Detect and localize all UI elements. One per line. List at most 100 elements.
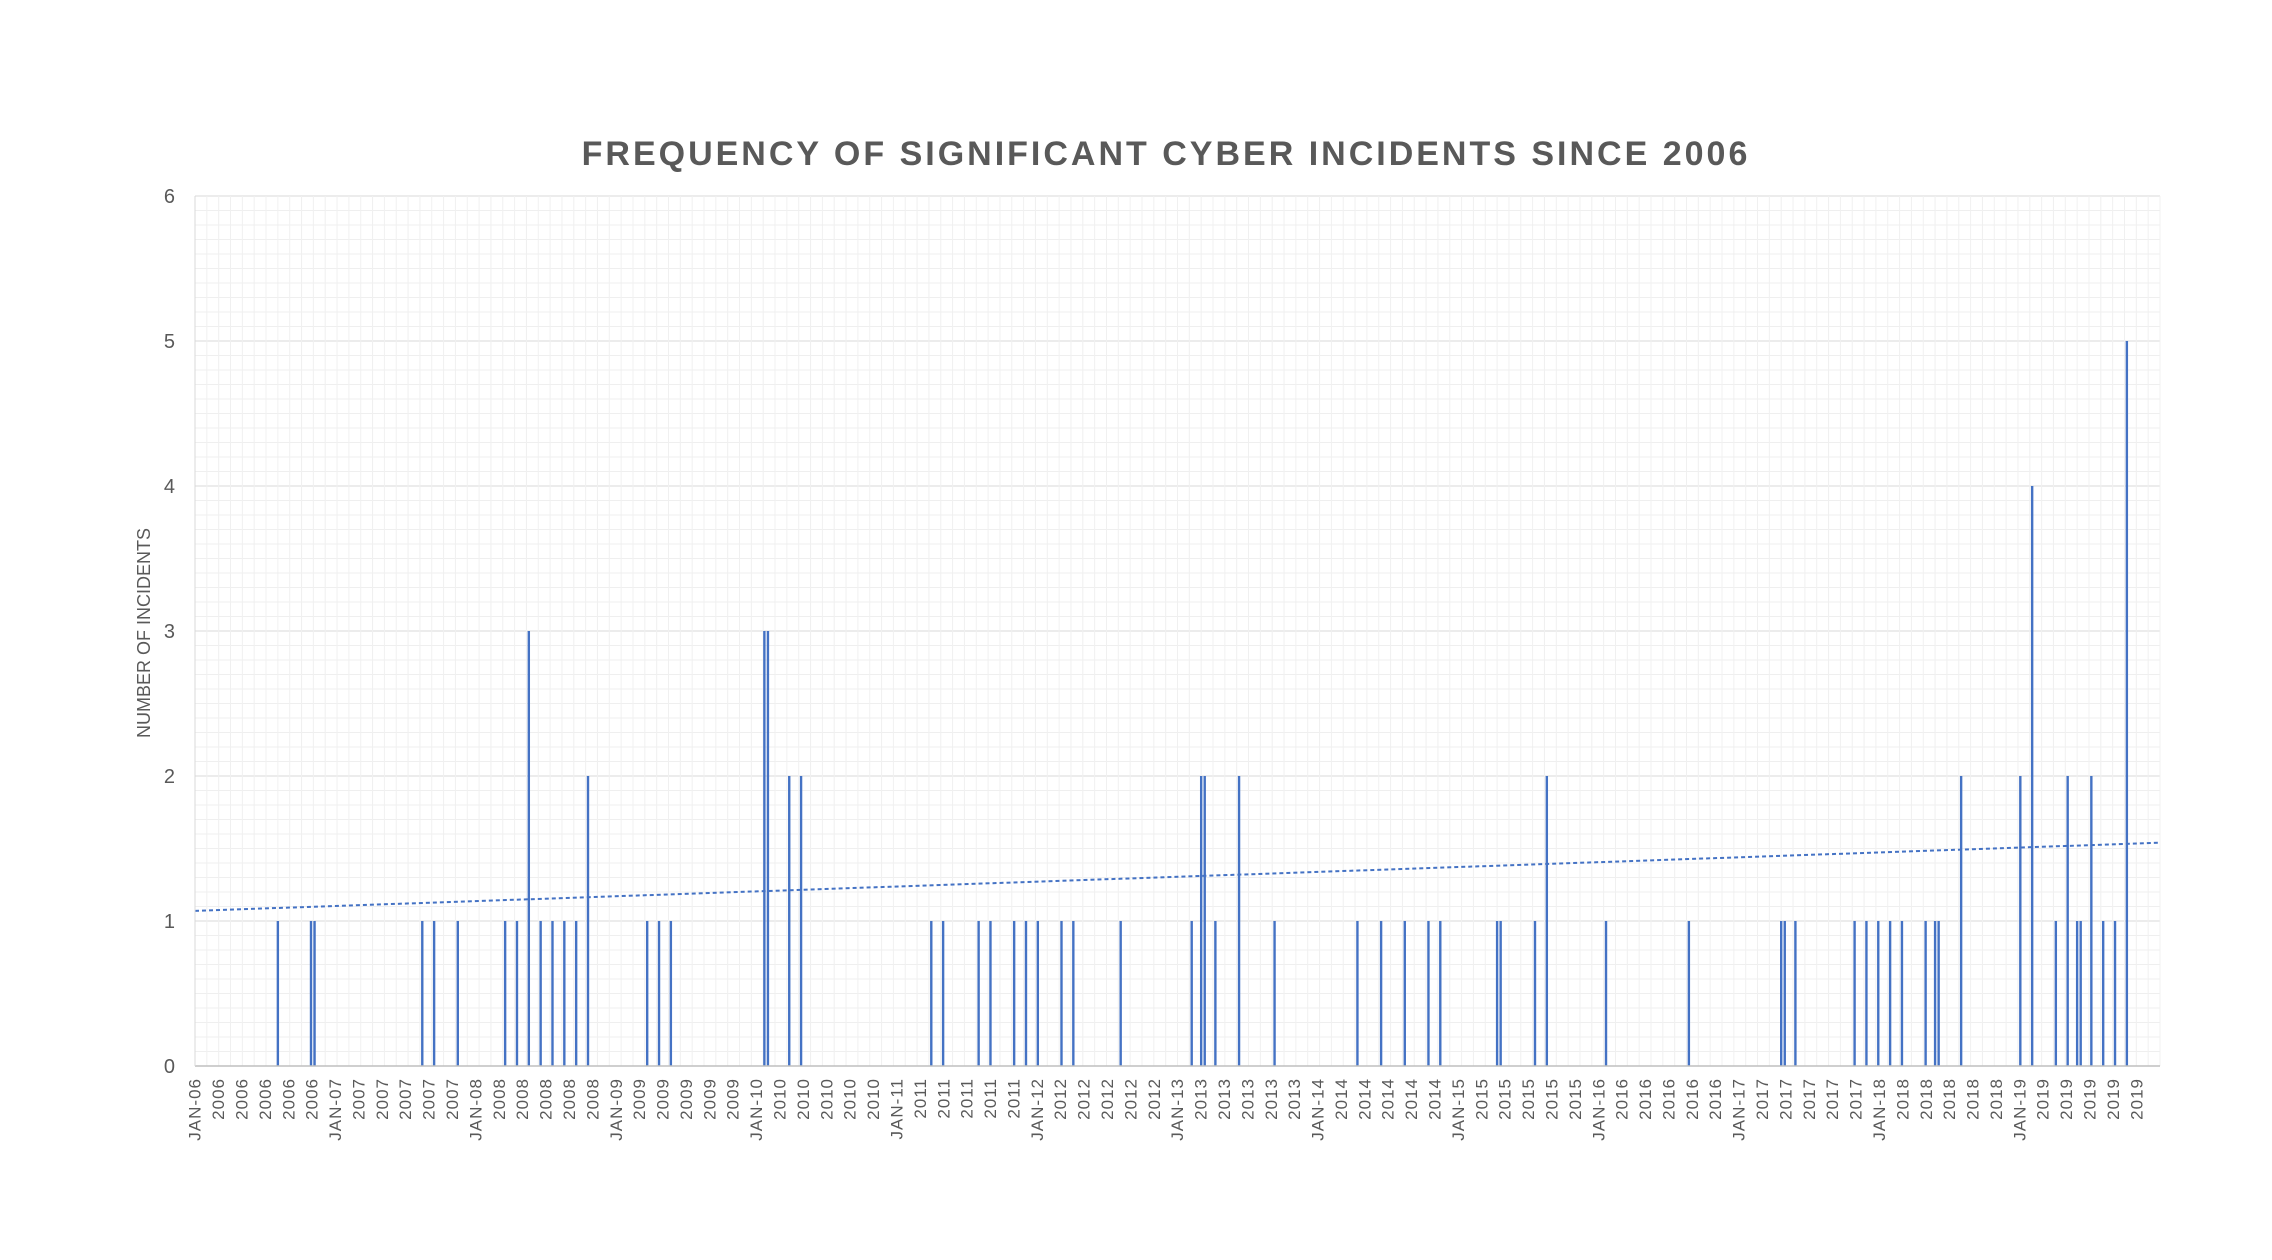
x-tick-label: 2009 — [677, 1078, 696, 1120]
x-tick-label: 2011 — [958, 1078, 977, 1119]
x-tick-label: 2012 — [1145, 1078, 1164, 1120]
x-tick-label: 2013 — [1285, 1078, 1304, 1120]
bar — [2030, 486, 2034, 1066]
x-tick-label: 2007 — [373, 1078, 392, 1120]
x-tick-label: 2019 — [2127, 1078, 2146, 1120]
bar — [1933, 921, 1937, 1066]
bar — [989, 921, 992, 1066]
bar — [1273, 921, 1276, 1066]
bar — [1499, 921, 1502, 1066]
bar — [1203, 776, 1206, 1066]
bar — [1199, 776, 1203, 1066]
bar — [276, 921, 280, 1066]
bar — [1533, 921, 1537, 1066]
x-axis-ticks: JAN-06 2006 2006 2006 2006 2006 JAN-07 2007 2007… — [186, 1078, 2147, 1141]
x-tick-label: 2011 — [981, 1078, 1000, 1119]
x-tick-label: 2013 — [1262, 1078, 1281, 1120]
x-tick-label: JAN-11 — [887, 1078, 906, 1139]
x-tick-label: 2009 — [724, 1078, 743, 1120]
bar — [309, 921, 313, 1066]
bar — [421, 921, 424, 1066]
bar — [669, 921, 673, 1066]
x-tick-label: 2010 — [794, 1078, 813, 1120]
bar — [1060, 921, 1063, 1066]
x-tick-label: 2012 — [1051, 1078, 1070, 1120]
bar — [2075, 921, 2079, 1066]
y-axis-ticks: 0 1 2 3 4 5 6 — [164, 186, 175, 1078]
bar — [1214, 921, 1217, 1066]
bar — [1379, 921, 1383, 1066]
bar — [2113, 921, 2117, 1066]
x-tick-label: 2015 — [1496, 1078, 1515, 1120]
x-tick-label: 2015 — [1566, 1078, 1585, 1120]
bar — [1190, 921, 1193, 1066]
bar — [1604, 921, 1608, 1066]
bars — [276, 341, 2129, 1066]
bar — [2079, 921, 2082, 1066]
x-tick-label: 2017 — [1823, 1078, 1842, 1120]
bar — [1783, 921, 1786, 1066]
x-tick-label: 2006 — [279, 1078, 298, 1120]
x-tick-label: 2018 — [1940, 1078, 1959, 1120]
x-tick-label: 2017 — [1847, 1078, 1866, 1120]
bar — [1877, 921, 1880, 1066]
bar — [1403, 921, 1406, 1066]
bar — [2054, 921, 2058, 1066]
bar — [563, 921, 566, 1066]
bar — [1356, 921, 1359, 1066]
bar — [1439, 921, 1442, 1066]
x-tick-label: 2011 — [934, 1078, 953, 1119]
x-tick-label: 2008 — [537, 1078, 556, 1120]
y-tick-label: 0 — [164, 1056, 175, 1078]
x-tick-label: 2014 — [1426, 1078, 1445, 1120]
x-tick-label: 2006 — [303, 1078, 322, 1120]
x-tick-label: 2010 — [841, 1078, 860, 1120]
x-tick-label: JAN-16 — [1589, 1078, 1608, 1141]
x-tick-label: 2014 — [1379, 1078, 1398, 1120]
bar — [977, 921, 980, 1066]
bar — [645, 921, 649, 1066]
x-tick-label: 2008 — [583, 1078, 602, 1120]
y-tick-label: 1 — [164, 911, 175, 933]
x-tick-label: 2011 — [911, 1078, 930, 1119]
x-tick-label: 2008 — [560, 1078, 579, 1120]
x-tick-label: 2013 — [1215, 1078, 1234, 1120]
y-tick-label: 5 — [164, 331, 175, 353]
x-tick-label: 2013 — [1192, 1078, 1211, 1120]
bar — [1072, 921, 1075, 1066]
gridlines — [194, 195, 2161, 1067]
y-axis-label: NUMBER OF INCIDENTS — [134, 528, 154, 738]
bar — [313, 921, 316, 1066]
x-tick-label: JAN-06 — [186, 1078, 205, 1141]
x-tick-label: 2009 — [700, 1078, 719, 1120]
x-tick-label: 2010 — [817, 1078, 836, 1120]
x-tick-label: JAN-10 — [747, 1078, 766, 1141]
x-tick-label: 2019 — [2034, 1078, 2053, 1120]
bar — [456, 921, 459, 1066]
bar — [1237, 776, 1241, 1066]
x-tick-label: 2012 — [1098, 1078, 1117, 1120]
x-tick-label: 2016 — [1706, 1078, 1725, 1120]
bar — [586, 776, 590, 1066]
x-tick-label: JAN-18 — [1870, 1078, 1889, 1141]
x-tick-label: 2012 — [1075, 1078, 1094, 1120]
bar — [527, 631, 531, 1066]
x-tick-label: 2018 — [1964, 1078, 1983, 1120]
x-tick-label: 2017 — [1800, 1078, 1819, 1120]
x-tick-label: JAN-08 — [466, 1078, 485, 1141]
x-tick-label: 2006 — [232, 1078, 251, 1120]
x-tick-label: 2007 — [396, 1078, 415, 1120]
bar — [788, 776, 791, 1066]
bar — [1959, 776, 1963, 1066]
y-tick-label: 2 — [164, 766, 175, 788]
x-tick-label: 2008 — [513, 1078, 532, 1120]
x-tick-label: 2007 — [420, 1078, 439, 1120]
x-tick-label: 2007 — [349, 1078, 368, 1120]
chart-title: FREQUENCY OF SIGNIFICANT CYBER INCIDENTS… — [582, 135, 1751, 173]
x-tick-label: 2009 — [654, 1078, 673, 1120]
bar — [551, 921, 554, 1066]
bar — [1794, 921, 1797, 1066]
x-tick-label: JAN-15 — [1449, 1078, 1468, 1141]
